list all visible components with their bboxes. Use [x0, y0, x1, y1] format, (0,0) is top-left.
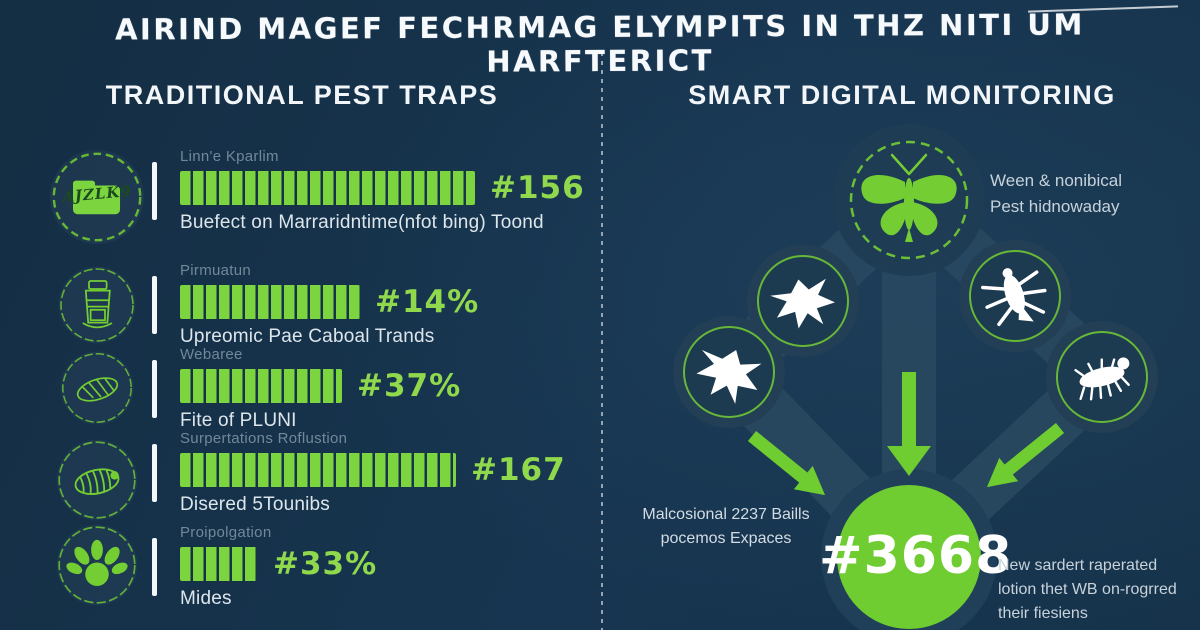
segmented-bar	[180, 453, 456, 487]
stat-row: Webaree #37% Fite of PLUNI	[180, 346, 600, 432]
moth-icon	[861, 153, 957, 242]
row-value: #167	[471, 452, 566, 488]
row-top-label: Linn'e Kparlim	[180, 148, 279, 165]
fly-node	[959, 240, 1071, 352]
diagonal-arrow-icon	[747, 430, 826, 496]
row-bottom-label: Fite of PLUNI	[180, 410, 297, 431]
left-caption-line1: Malcosional 2237 Baills	[642, 506, 810, 523]
left-caption-line2: pocemos Expaces	[660, 530, 792, 547]
right-caption-line3: their fiesiens	[998, 605, 1088, 622]
center-divider	[601, 52, 603, 630]
traditional-pest-traps-panel: TRADITIONAL PEST TRAPS AJZLK9	[49, 80, 600, 610]
moth-caption-line1: Ween & nonibical	[990, 171, 1122, 190]
caterpillar-icon	[1074, 357, 1130, 401]
white-moth-icon	[696, 349, 762, 404]
caterpillar-node	[1046, 321, 1158, 433]
row-bottom-label: Upreomic Pae Caboal Trands	[180, 326, 435, 347]
row-bottom-label: Disered 5Tounibs	[180, 494, 331, 515]
right-caption-line1: New sardert raperated	[998, 557, 1158, 574]
row-top-label: Surpertations Roflustion	[180, 430, 348, 447]
total-count-badge: #3668	[819, 526, 1013, 586]
plant-paw-icon	[55, 523, 139, 607]
row-top-label: Webaree	[180, 346, 243, 363]
row-top-label: Proipolgation	[180, 524, 272, 541]
smart-digital-monitoring-panel: SMART DIGITAL MONITORING Ween & nonibica…	[604, 0, 1200, 630]
flow-arrows	[747, 372, 1065, 496]
diagonal-arrow-icon	[986, 422, 1065, 488]
right-panel-header: SMART DIGITAL MONITORING	[688, 80, 1116, 110]
moth-node	[833, 124, 985, 276]
row-tick	[152, 444, 157, 502]
row-tick	[152, 538, 157, 596]
bait-pod-icon	[59, 350, 135, 426]
flow-diagram	[673, 124, 1158, 630]
row-tick	[152, 162, 157, 220]
row-tick	[152, 360, 157, 418]
row-value: #37%	[357, 368, 462, 404]
white-moth-node	[747, 245, 859, 357]
row-value: #33%	[273, 546, 378, 582]
result-node	[821, 469, 997, 630]
row-value: #14%	[375, 284, 480, 320]
fly-icon	[981, 268, 1047, 327]
row-bottom-label: Buefect on Marraridntime(nfot bing) Toon…	[180, 212, 544, 233]
down-arrow-icon	[887, 372, 931, 476]
stat-row: Surpertations Roflustion #167 Disered 5T…	[180, 430, 600, 516]
trap-box-icon: AJZLK9	[49, 149, 145, 245]
stat-row: Linn'e Kparlim #156 Buefect on Marraridn…	[180, 148, 600, 234]
stat-row: Proipolgation #33% Mides	[180, 524, 600, 610]
white-moth-icon	[770, 278, 835, 329]
moth-caption-line2: Pest hidnowaday	[990, 197, 1120, 217]
right-caption-line2: lotion thet WB on-rogrred	[998, 581, 1177, 598]
segmented-bar	[180, 171, 475, 205]
right-caption: New sardert raperated lotion thet WB on-…	[998, 554, 1198, 626]
left-panel-header: TRADITIONAL PEST TRAPS	[105, 80, 499, 110]
stat-row: Pirmuatun #14% Upreomic Pae Caboal Trand…	[180, 262, 600, 348]
white-moth-node	[673, 316, 785, 428]
row-value: #156	[490, 170, 585, 206]
grub-icon	[55, 438, 139, 522]
left-caption: Malcosional 2237 Baills pocemos Expaces	[616, 503, 836, 551]
trap-device-icon	[57, 265, 137, 345]
segmented-bar	[180, 547, 258, 581]
row-bottom-label: Mides	[180, 588, 232, 609]
moth-caption: Ween & nonibical Pest hidnowaday	[990, 168, 1122, 221]
segmented-bar	[180, 369, 342, 403]
segmented-bar	[180, 285, 360, 319]
row-tick	[152, 276, 157, 334]
row-top-label: Pirmuatun	[180, 262, 252, 279]
